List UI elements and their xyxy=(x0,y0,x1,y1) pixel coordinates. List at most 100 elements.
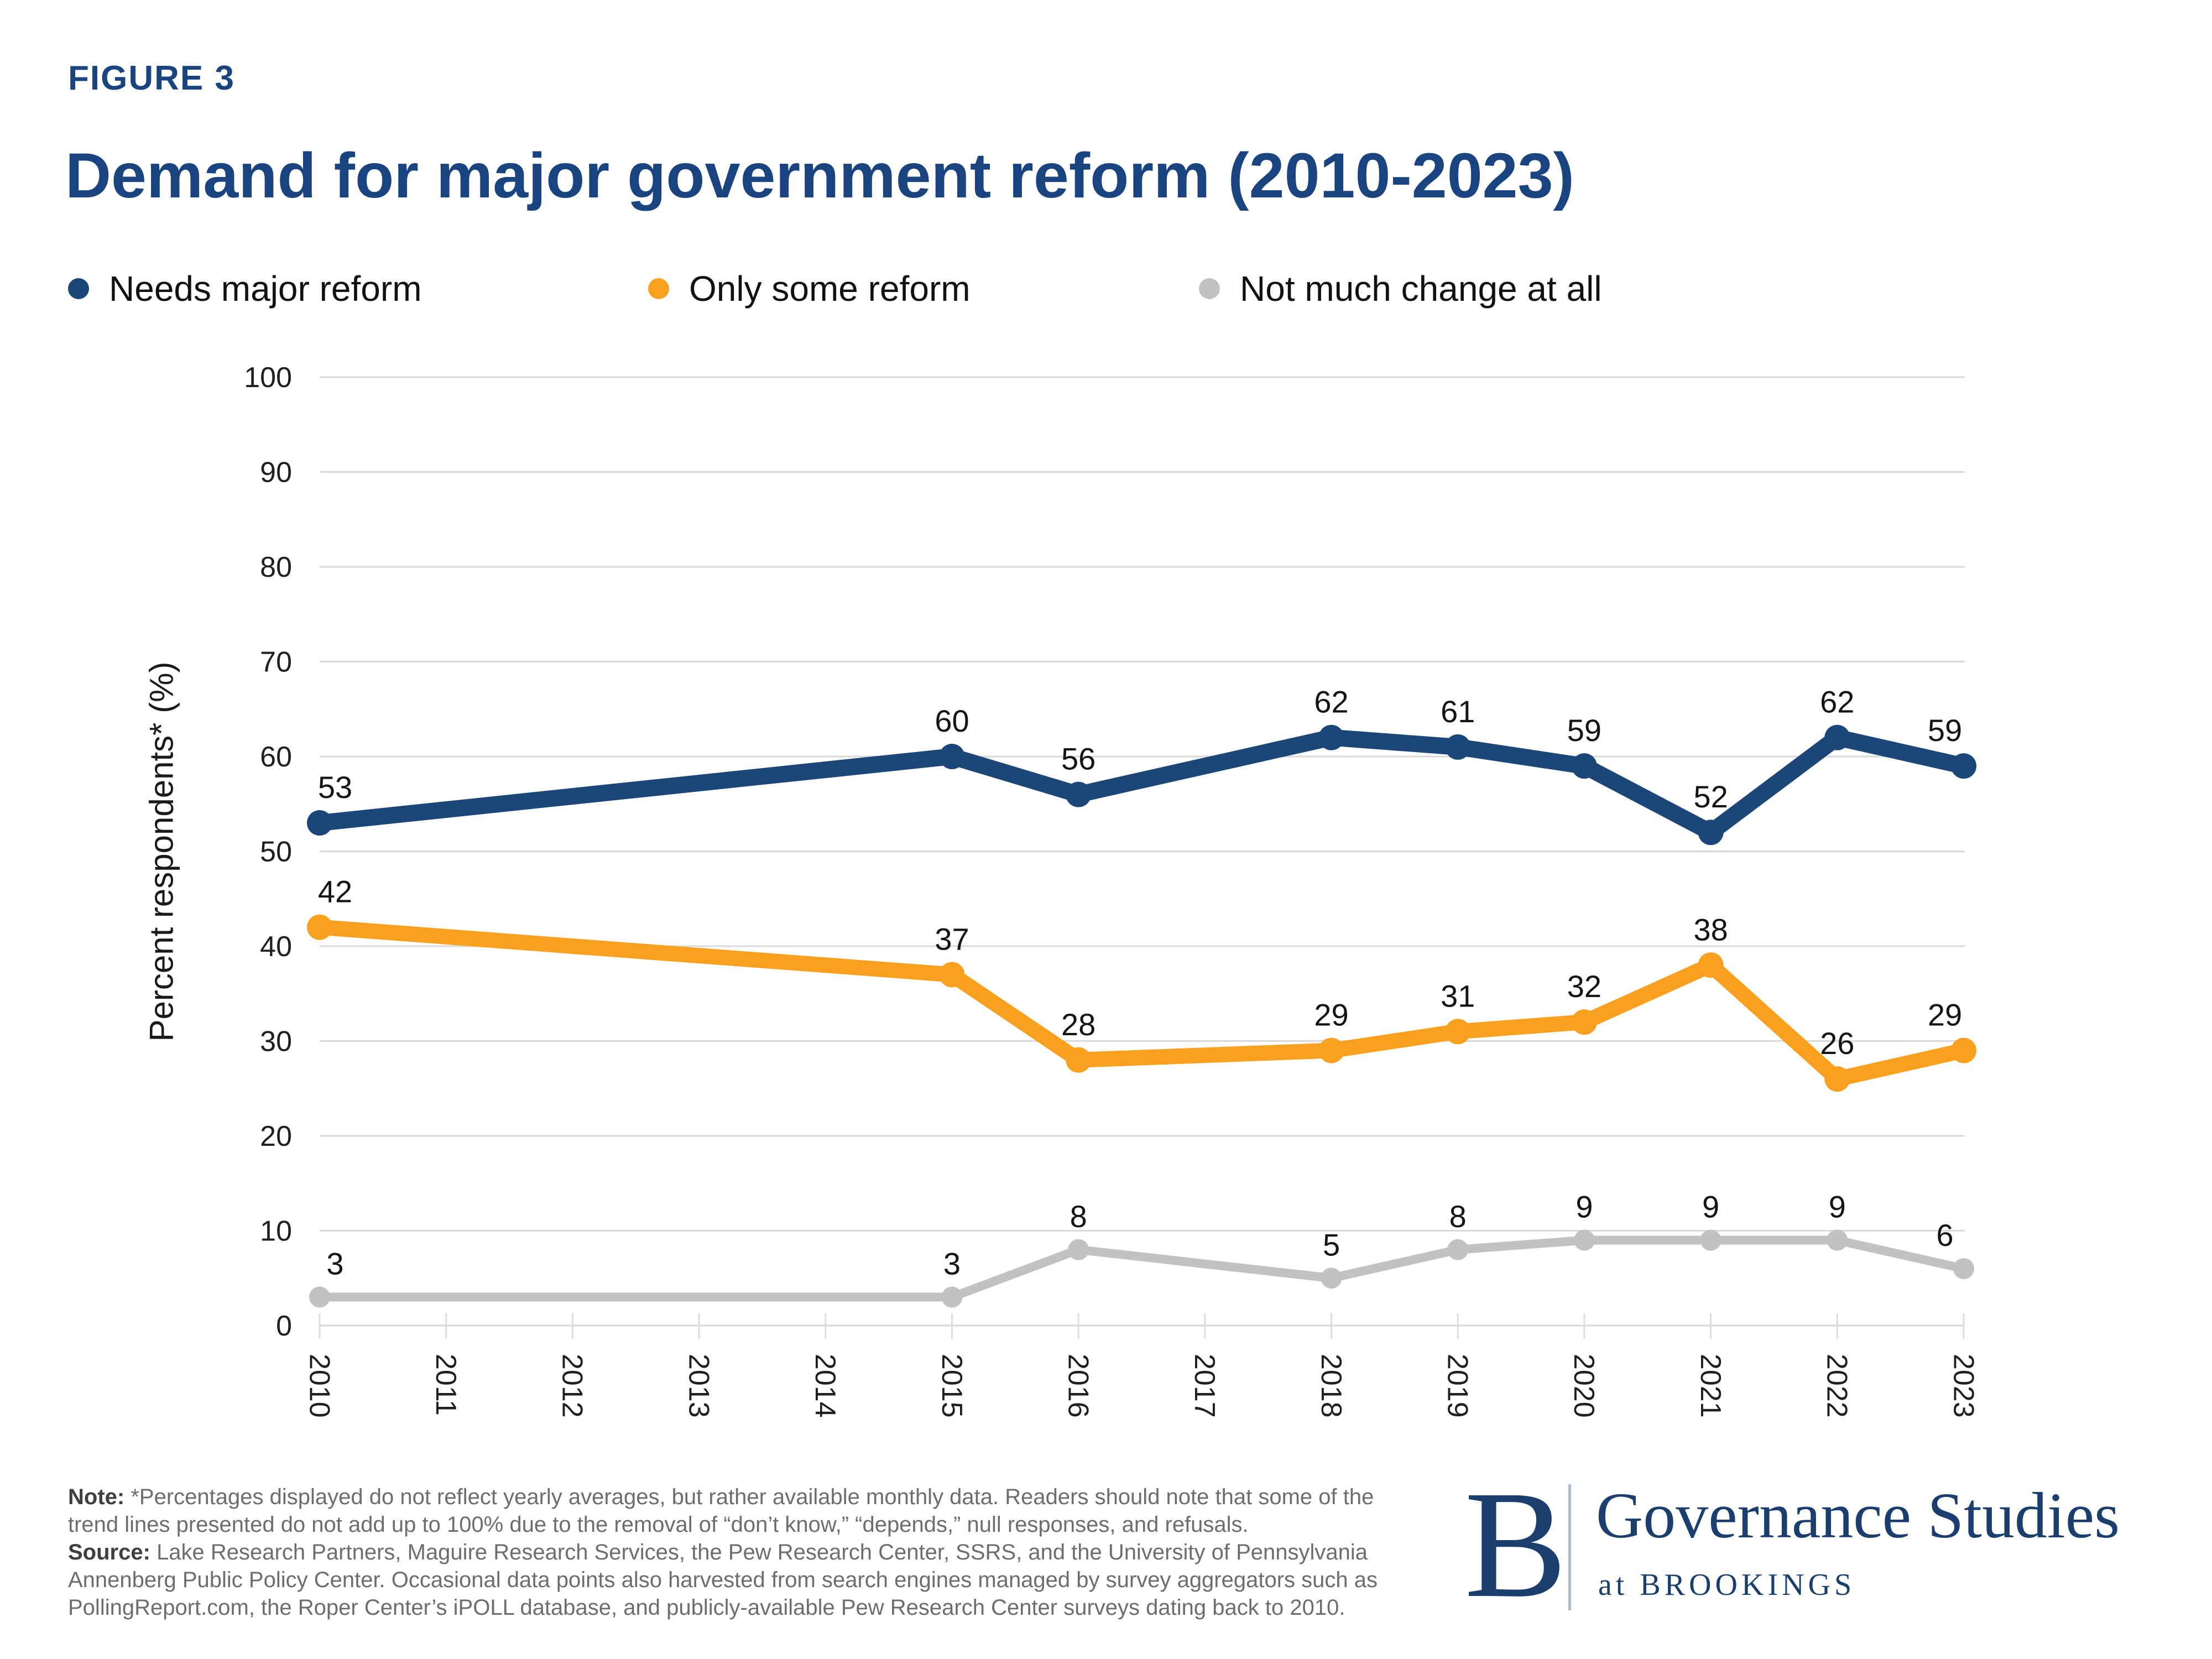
data-point xyxy=(1068,1239,1089,1260)
series-line-2 xyxy=(312,919,1971,1087)
data-point-label: 62 xyxy=(1820,685,1854,719)
data-point-label: 37 xyxy=(935,921,969,956)
x-tick-label: 2016 xyxy=(1062,1354,1094,1418)
x-tick-label: 2014 xyxy=(809,1354,841,1418)
x-tick-label: 2010 xyxy=(303,1354,335,1418)
logo-name: Governance Studies xyxy=(1596,1479,2120,1552)
data-point xyxy=(1824,1066,1850,1092)
x-tick-label: 2018 xyxy=(1315,1354,1347,1418)
logo-subtitle: at BROOKINGS xyxy=(1598,1568,1856,1602)
brookings-governance-studies-logo: B Governance Studies at BROOKINGS xyxy=(1464,1468,2183,1634)
data-point-label: 59 xyxy=(1567,713,1601,748)
data-point-label: 29 xyxy=(1928,998,1962,1032)
x-tick-label: 2023 xyxy=(1947,1354,1979,1418)
brookings-b-icon: B xyxy=(1464,1459,1567,1630)
data-point-label: 6 xyxy=(1936,1218,1953,1253)
data-point-label: 8 xyxy=(1449,1199,1467,1234)
y-tick-label: 10 xyxy=(260,1215,292,1248)
data-point xyxy=(1066,1047,1092,1073)
data-point-label: 62 xyxy=(1314,685,1348,719)
data-point xyxy=(1824,724,1850,750)
data-point xyxy=(1698,820,1724,846)
page-title: Demand for major government reform (2010… xyxy=(65,140,1574,211)
data-point xyxy=(1318,1037,1344,1063)
x-tick-label: 2017 xyxy=(1188,1354,1220,1418)
logo-divider xyxy=(1568,1484,1571,1610)
legend-item-only-some-reform: Only some reform xyxy=(648,269,971,309)
data-point-label: 52 xyxy=(1693,779,1728,814)
legend-dot-orange-icon xyxy=(648,278,669,299)
x-tick-label: 2022 xyxy=(1821,1354,1853,1418)
data-point xyxy=(307,810,332,836)
legend-label: Not much change at all xyxy=(1240,269,1602,309)
data-point-label: 32 xyxy=(1567,969,1601,1004)
data-point-label: 9 xyxy=(1575,1190,1593,1224)
data-point xyxy=(1066,781,1092,807)
y-tick-label: 30 xyxy=(260,1026,292,1058)
note-line: trend lines presented do not add up to 1… xyxy=(68,1512,1249,1537)
data-point xyxy=(1698,952,1724,978)
y-tick-label: 20 xyxy=(260,1120,292,1152)
data-point-label: 61 xyxy=(1441,694,1475,729)
figure-number-label: FIGURE 3 xyxy=(68,59,235,97)
data-point xyxy=(1571,753,1597,779)
x-tick-label: 2019 xyxy=(1442,1354,1474,1418)
data-point-label: 42 xyxy=(318,874,352,909)
data-point-label: 9 xyxy=(1829,1190,1846,1224)
data-point-label: 8 xyxy=(1070,1199,1087,1234)
y-tick-label: 70 xyxy=(260,646,292,679)
source-line: Annenberg Public Policy Center. Occasion… xyxy=(68,1568,1378,1592)
data-point-label: 56 xyxy=(1061,742,1095,776)
data-point-label: 9 xyxy=(1702,1190,1719,1224)
data-point xyxy=(1447,1239,1469,1260)
x-tick-label: 2015 xyxy=(936,1354,968,1418)
data-point xyxy=(1951,1037,1976,1063)
y-tick-label: 60 xyxy=(260,741,292,773)
data-point xyxy=(939,962,965,988)
y-tick-label: 90 xyxy=(260,457,292,489)
y-tick-label: 40 xyxy=(260,931,292,963)
data-point-label: 38 xyxy=(1693,912,1728,947)
legend-dot-blue-icon xyxy=(68,278,89,299)
note-line: *Percentages displayed do not reflect ye… xyxy=(131,1485,1374,1509)
data-point-label: 26 xyxy=(1820,1026,1854,1061)
data-point xyxy=(1953,1258,1974,1280)
data-point xyxy=(1571,1009,1597,1035)
data-point xyxy=(1321,1267,1342,1289)
y-tick-label: 0 xyxy=(276,1310,292,1342)
data-point-label: 5 xyxy=(1323,1227,1340,1262)
y-axis-label: Percent respondents* (%) xyxy=(143,661,180,1042)
data-point-label: 29 xyxy=(1314,998,1348,1032)
legend-label: Needs major reform xyxy=(109,269,422,309)
data-point-label: 59 xyxy=(1928,713,1962,748)
legend-dot-gray-icon xyxy=(1199,278,1220,299)
data-point xyxy=(939,744,965,769)
data-point xyxy=(941,1286,963,1308)
data-point-label: 3 xyxy=(326,1246,343,1281)
data-point-label: 28 xyxy=(1061,1007,1095,1042)
x-tick-label: 2011 xyxy=(430,1354,462,1416)
data-point xyxy=(1318,724,1344,750)
data-point xyxy=(1445,734,1471,760)
legend-label: Only some reform xyxy=(689,269,971,309)
note-and-source: Note: *Percentages displayed do not refl… xyxy=(68,1483,1395,1621)
x-tick-label: 2020 xyxy=(1568,1354,1600,1418)
data-point xyxy=(1445,1019,1471,1045)
data-point xyxy=(1827,1229,1848,1251)
y-tick-label: 80 xyxy=(260,551,292,583)
source-label: Source: xyxy=(68,1540,150,1564)
series-line-3 xyxy=(315,1235,1968,1302)
legend-item-needs-major-reform: Needs major reform xyxy=(68,269,422,309)
y-tick-label: 50 xyxy=(260,836,292,868)
data-point xyxy=(307,914,332,940)
data-point xyxy=(1700,1229,1721,1251)
data-point-label: 60 xyxy=(935,703,969,738)
data-point-label: 3 xyxy=(943,1246,961,1281)
note-label: Note: xyxy=(68,1485,125,1509)
x-tick-label: 2013 xyxy=(682,1354,714,1418)
data-point xyxy=(1573,1229,1595,1251)
source-line: PollingReport.com, the Roper Center’s iP… xyxy=(68,1595,1345,1620)
x-tick-label: 2021 xyxy=(1694,1354,1726,1418)
data-point xyxy=(1951,753,1976,779)
